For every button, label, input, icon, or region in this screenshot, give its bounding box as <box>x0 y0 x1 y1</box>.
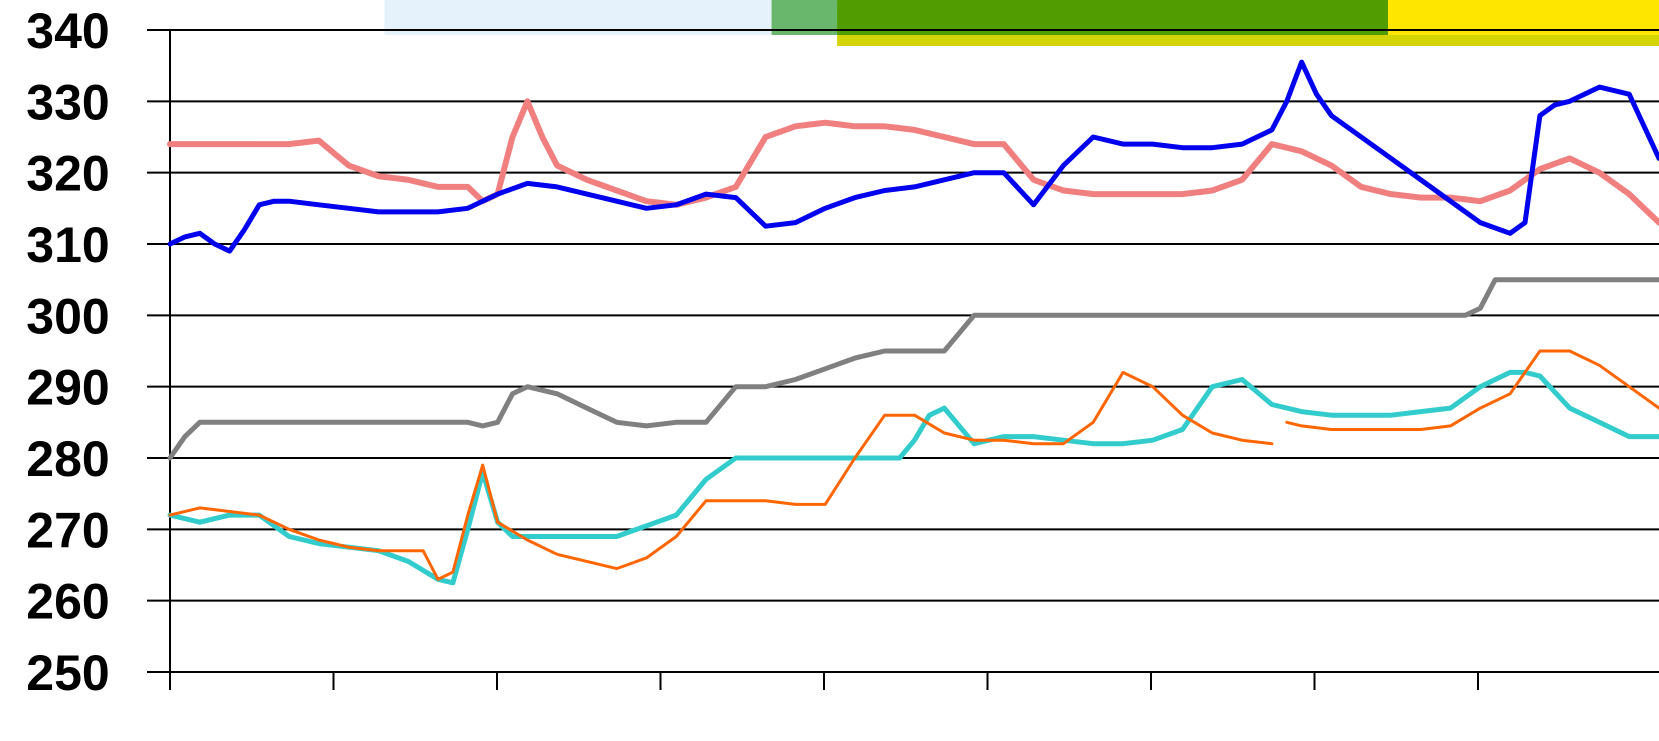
y-tick-label-310: 310 <box>26 217 109 273</box>
y-tick-label-270: 270 <box>26 502 109 558</box>
y-tick-label-320: 320 <box>26 146 109 202</box>
y-tick-label-280: 280 <box>26 431 109 487</box>
y-tick-label-290: 290 <box>26 360 109 416</box>
y-tick-label-340: 340 <box>26 3 109 59</box>
series-line-4 <box>168 370 1274 581</box>
y-tick-label-250: 250 <box>26 645 109 701</box>
series-line-2 <box>167 277 1659 461</box>
series-line-1 <box>167 59 1659 254</box>
series-line-5 <box>1285 349 1659 431</box>
y-tick-label-300: 300 <box>26 288 109 344</box>
series-line-0 <box>167 98 1659 226</box>
series-line-3 <box>167 369 1659 586</box>
y-tick-label-330: 330 <box>26 74 109 130</box>
y-tick-label-260: 260 <box>26 574 109 630</box>
